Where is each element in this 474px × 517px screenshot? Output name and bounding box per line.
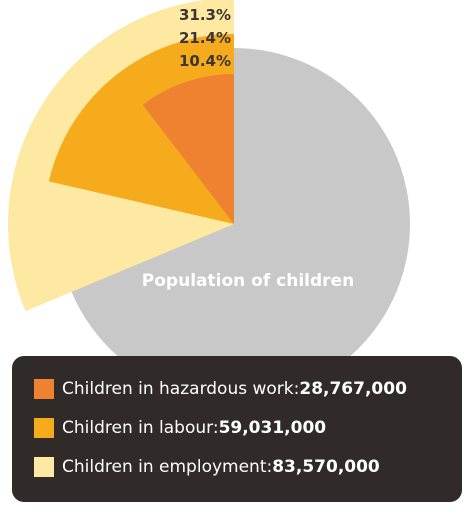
population-label: Population of children [142, 271, 354, 291]
percent-label-employment: 31.3% [179, 6, 231, 24]
legend-swatch-labour [34, 418, 54, 438]
legend-item-hazardous-work: Children in hazardous work: 28,767,000 [34, 377, 462, 401]
percent-label-hazardous: 10.4% [179, 52, 231, 70]
legend-item-labour: Children in labour: 59,031,000 [34, 416, 462, 440]
percent-label-labour: 21.4% [179, 29, 231, 47]
legend-item-employment: Children in employment: 83,570,000 [34, 455, 462, 479]
legend-swatch-employment [34, 457, 54, 477]
legend-label-employment: Children in employment: [62, 457, 273, 477]
legend-value-employment: 83,570,000 [272, 457, 380, 477]
legend-value-labour: 59,031,000 [218, 418, 327, 438]
legend-value-hazardous-work: 28,767,000 [299, 379, 407, 399]
legend-label-labour: Children in labour: [62, 418, 219, 438]
slice-children-in-hazardous-work [142, 74, 234, 224]
legend: Children in hazardous work: 28,767,000 C… [12, 356, 462, 502]
legend-label-hazardous-work: Children in hazardous work: [62, 379, 300, 399]
legend-swatch-hazardous-work [34, 379, 54, 399]
